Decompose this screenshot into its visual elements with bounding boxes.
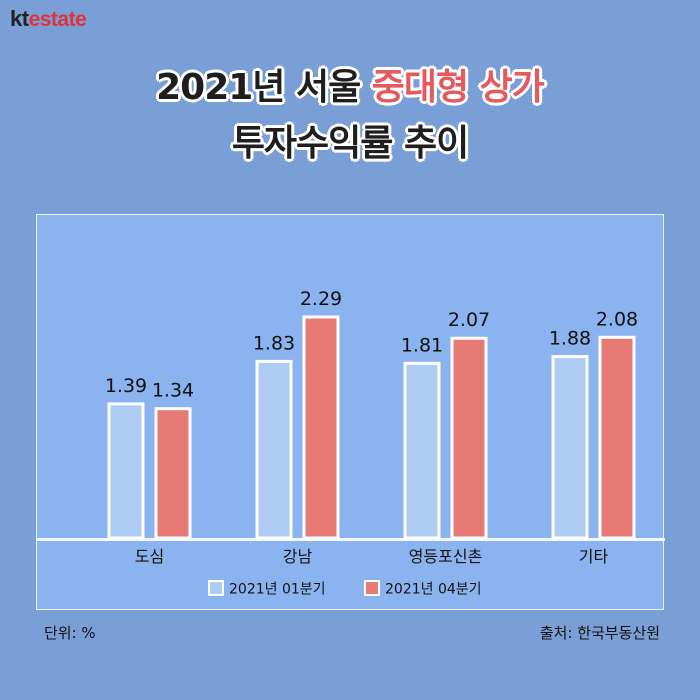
x-tick-label-3: 영등포신촌 bbox=[409, 547, 483, 566]
bar-2-1 bbox=[154, 407, 192, 540]
data-label-2-4: 2.08 bbox=[596, 308, 638, 330]
bar-1-2 bbox=[255, 359, 293, 540]
legend-label-2: 2021년 04분기 bbox=[385, 582, 482, 598]
x-tick-label-4: 기타 bbox=[579, 547, 609, 566]
bar-2-2 bbox=[302, 315, 340, 540]
x-tick-label-2: 강남 bbox=[283, 547, 313, 566]
data-label-2-3: 2.07 bbox=[448, 309, 490, 331]
source-label: 출처: 한국부동산원 bbox=[539, 624, 660, 642]
chart-title-line2: 투자수익률 추이 bbox=[231, 123, 469, 164]
chart-panel: 1.39 1.34 도심 1.83 2.29 강남 1.81 2.07 영등포신촌 1.88 2.0… bbox=[36, 214, 665, 610]
data-label-1-4: 1.88 bbox=[549, 328, 591, 350]
unit-label: 단위: % bbox=[44, 624, 96, 642]
data-label-2-1: 1.34 bbox=[152, 380, 194, 402]
bar-1-3 bbox=[403, 361, 441, 540]
data-label-1-2: 1.83 bbox=[253, 332, 295, 354]
data-label-1-1: 1.39 bbox=[105, 375, 147, 397]
logo-estate: estate bbox=[28, 8, 87, 31]
legend-swatch-2 bbox=[364, 580, 380, 596]
legend-swatch-1 bbox=[208, 580, 224, 596]
data-label-2-2: 2.29 bbox=[300, 288, 342, 310]
kt-estate-logo: ktestate bbox=[10, 6, 87, 32]
x-tick-label-1: 도심 bbox=[135, 547, 164, 566]
bar-1-1 bbox=[107, 402, 145, 540]
data-label-1-3: 1.81 bbox=[401, 334, 443, 356]
chart-title-line1: 2021년 서울 중대형 상가 bbox=[0, 58, 700, 110]
bar-1-4 bbox=[551, 355, 589, 540]
bar-2-3 bbox=[450, 336, 488, 540]
title-prefix: 2021년 서울 bbox=[156, 67, 372, 108]
bar-2-4 bbox=[598, 335, 636, 540]
legend-label-1: 2021년 01분기 bbox=[229, 582, 326, 598]
logo-kt: kt bbox=[10, 6, 29, 31]
bar-chart: 1.39 1.34 도심 1.832.29 강남 1.812.07 영등포신촌 1.882.0… bbox=[37, 288, 665, 598]
title-highlight: 중대형 상가 bbox=[371, 67, 545, 108]
